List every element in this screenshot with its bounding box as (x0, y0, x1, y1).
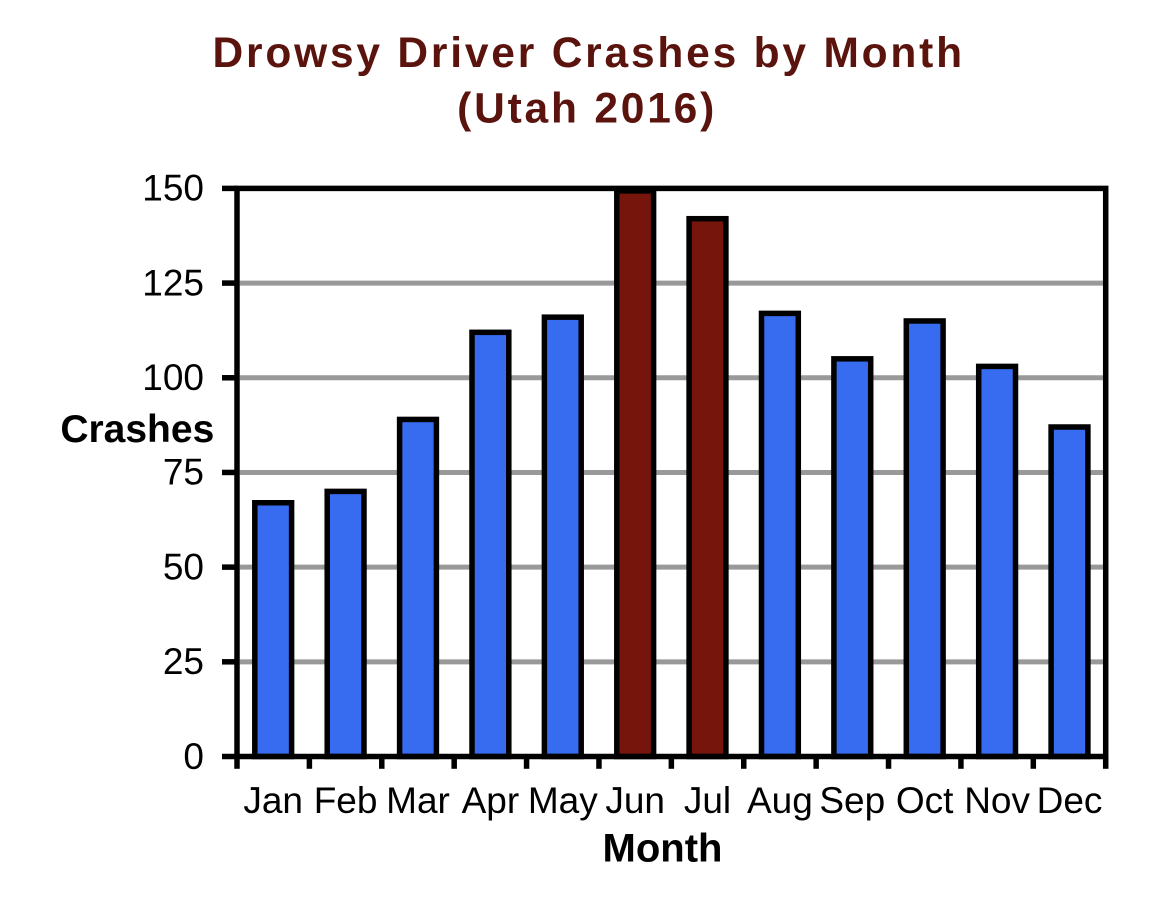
svg-text:Oct: Oct (896, 780, 954, 821)
svg-text:Drowsy Driver Crashes by Month: Drowsy Driver Crashes by Month (213, 30, 965, 77)
svg-text:Crashes: Crashes (60, 408, 214, 451)
svg-text:Nov: Nov (964, 780, 1030, 821)
svg-text:Jul: Jul (684, 780, 731, 821)
svg-text:(Utah 2016): (Utah 2016) (457, 85, 717, 132)
svg-text:50: 50 (163, 546, 204, 587)
svg-text:Mar: Mar (386, 780, 450, 821)
svg-text:Aug: Aug (747, 780, 813, 821)
svg-text:100: 100 (142, 357, 204, 398)
svg-text:150: 150 (142, 168, 204, 209)
svg-text:0: 0 (183, 736, 204, 777)
svg-text:Sep: Sep (819, 780, 885, 821)
svg-text:Feb: Feb (314, 780, 378, 821)
svg-text:Month: Month (603, 826, 723, 870)
svg-text:Jan: Jan (243, 780, 303, 821)
svg-text:May: May (528, 780, 598, 821)
svg-text:Jun: Jun (605, 780, 665, 821)
svg-text:Dec: Dec (1037, 780, 1103, 821)
svg-text:125: 125 (142, 262, 204, 303)
svg-text:Apr: Apr (462, 780, 520, 821)
svg-text:25: 25 (163, 641, 204, 682)
svg-text:75: 75 (163, 452, 204, 493)
